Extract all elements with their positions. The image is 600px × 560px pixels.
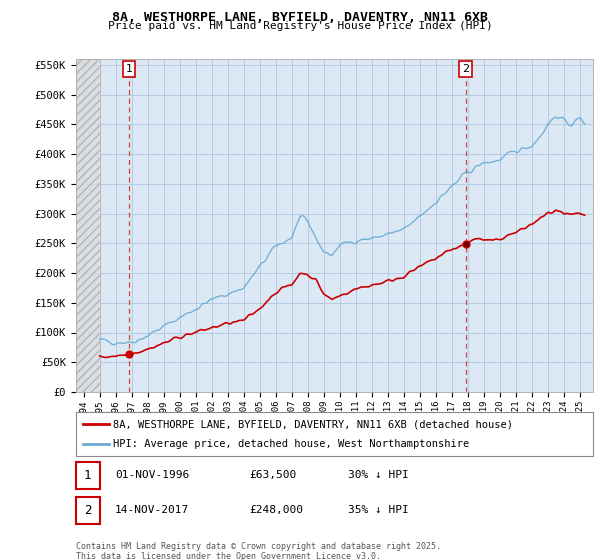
Text: £63,500: £63,500 [249,470,296,480]
Text: HPI: Average price, detached house, West Northamptonshire: HPI: Average price, detached house, West… [113,439,469,449]
Text: 2: 2 [84,503,91,517]
Text: 35% ↓ HPI: 35% ↓ HPI [348,505,409,515]
Text: 1: 1 [125,64,133,74]
Text: 2: 2 [462,64,469,74]
Text: 8A, WESTHORPE LANE, BYFIELD, DAVENTRY, NN11 6XB: 8A, WESTHORPE LANE, BYFIELD, DAVENTRY, N… [112,11,488,24]
Text: £248,000: £248,000 [249,505,303,515]
Text: Contains HM Land Registry data © Crown copyright and database right 2025.
This d: Contains HM Land Registry data © Crown c… [76,542,440,560]
Text: 30% ↓ HPI: 30% ↓ HPI [348,470,409,480]
Text: 8A, WESTHORPE LANE, BYFIELD, DAVENTRY, NN11 6XB (detached house): 8A, WESTHORPE LANE, BYFIELD, DAVENTRY, N… [113,419,513,429]
Text: Price paid vs. HM Land Registry's House Price Index (HPI): Price paid vs. HM Land Registry's House … [107,21,493,31]
Text: 1: 1 [84,469,91,482]
Bar [76,59,100,392]
Text: 01-NOV-1996: 01-NOV-1996 [115,470,190,480]
Text: 14-NOV-2017: 14-NOV-2017 [115,505,190,515]
